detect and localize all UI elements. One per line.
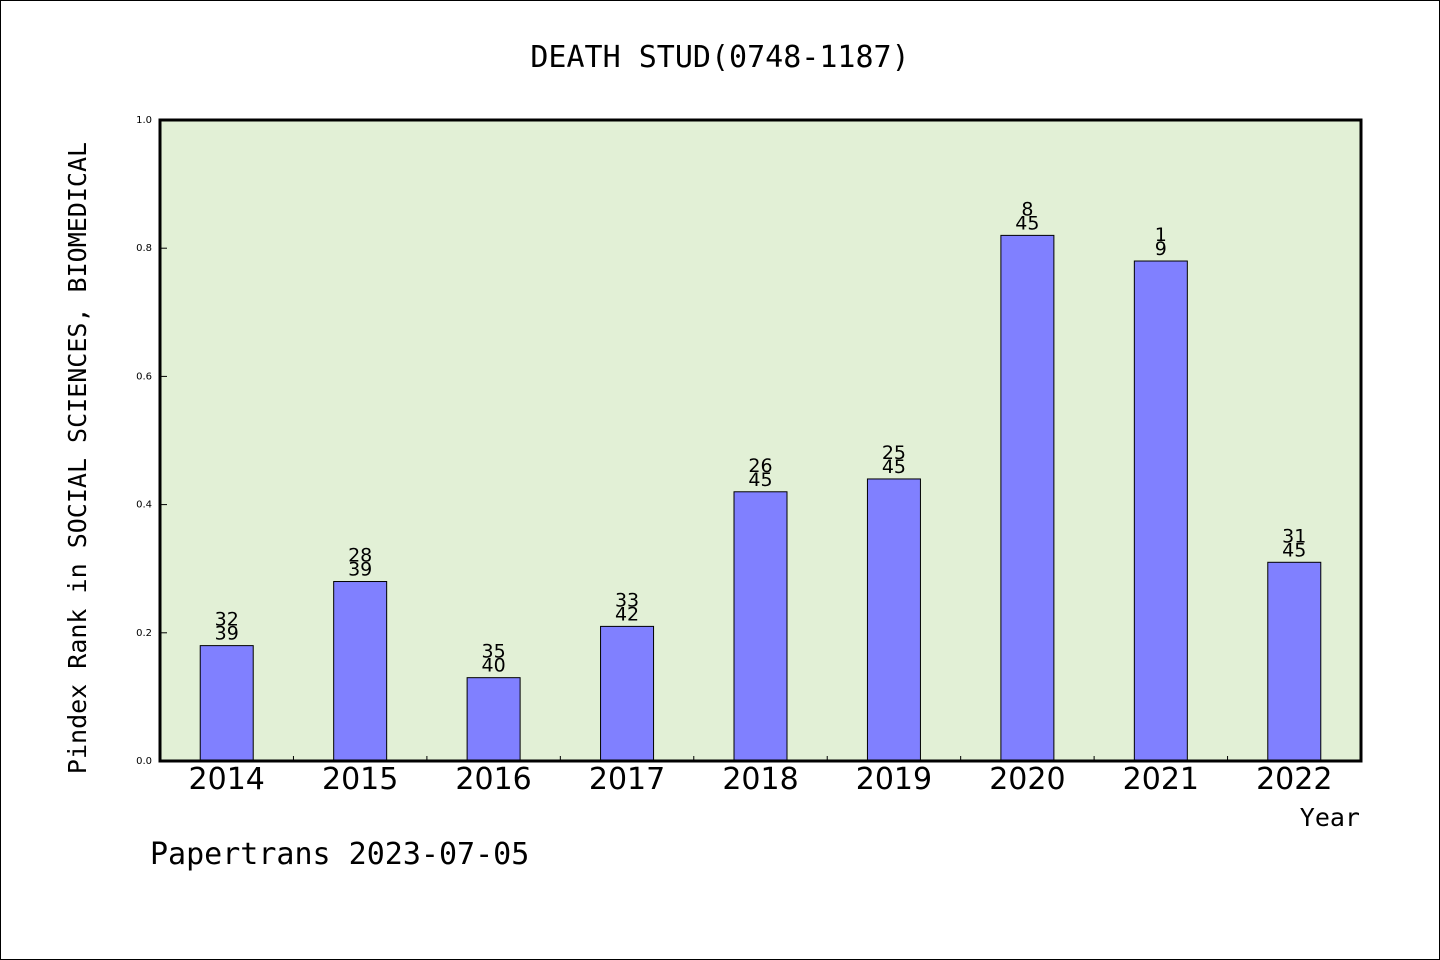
y-axis-label: Pindex Rank in SOCIAL SCIENCES, BIOMEDIC… [63, 142, 92, 774]
bar-total-label: 45 [1015, 212, 1039, 234]
x-tick-label: 2021 [1123, 762, 1199, 797]
bar-2016 [466, 677, 521, 762]
x-tick-label: 2014 [189, 762, 265, 797]
chart-title: DEATH STUD(0748-1187) [530, 40, 909, 75]
y-tick-label: 0.0 [136, 756, 152, 767]
bar-2018 [733, 491, 788, 762]
bar-rank-label: 26 [748, 455, 772, 477]
bar-rank-label: 31 [1282, 525, 1306, 547]
bar-2021 [1133, 260, 1188, 762]
y-tick-label: 0.6 [136, 371, 152, 382]
bars-group [199, 234, 1322, 762]
bar-2015 [333, 581, 388, 762]
x-tick-label: 2022 [1256, 762, 1332, 797]
bar-total-label: 40 [482, 655, 506, 677]
footer-credit: Papertrans 2023-07-05 [150, 837, 529, 872]
bar-total-label: 45 [748, 469, 772, 491]
bar-total-label: 39 [215, 623, 239, 645]
bar-total-label: 9 [1155, 238, 1167, 260]
x-axis-label: Year [1300, 803, 1360, 832]
y-tick-label: 0.4 [136, 500, 152, 511]
x-tick-label: 2016 [455, 762, 531, 797]
x-tick-label: 2015 [322, 762, 398, 797]
x-tick-label: 2020 [989, 762, 1065, 797]
bar-rank-label: 25 [882, 442, 906, 464]
bar-rank-label: 32 [215, 609, 239, 631]
bar-rank-label: 28 [348, 545, 372, 567]
y-tick-label: 0.2 [136, 628, 152, 639]
plot-border [158, 118, 1363, 763]
bar-2017 [600, 625, 655, 762]
x-tick-label: 2018 [722, 762, 798, 797]
x-tick-label: 2017 [589, 762, 665, 797]
y-axis: 0.0 0.2 0.4 0.6 0.8 1.0 [136, 115, 167, 767]
bar-total-label: 39 [348, 559, 372, 581]
bar-2022 [1267, 561, 1322, 762]
bar-total-label: 45 [1282, 539, 1306, 561]
bar-2014 [199, 645, 254, 762]
bar-total-label: 45 [882, 456, 906, 478]
bar-rank-label: 35 [482, 641, 506, 663]
bar-rank-label: 8 [1021, 198, 1033, 220]
bar-rank-label: 33 [615, 589, 639, 611]
x-axis: 2014 2015 2016 2017 2018 2019 2020 2021 2022 [189, 756, 1332, 797]
bar-2019 [866, 478, 921, 762]
bar-2020 [1000, 234, 1055, 762]
bar-rank-label: 1 [1155, 224, 1167, 246]
x-tick-label: 2019 [856, 762, 932, 797]
bar-total-label: 42 [615, 603, 639, 625]
y-tick-label: 1.0 [136, 115, 152, 126]
y-tick-label: 0.8 [136, 243, 152, 254]
